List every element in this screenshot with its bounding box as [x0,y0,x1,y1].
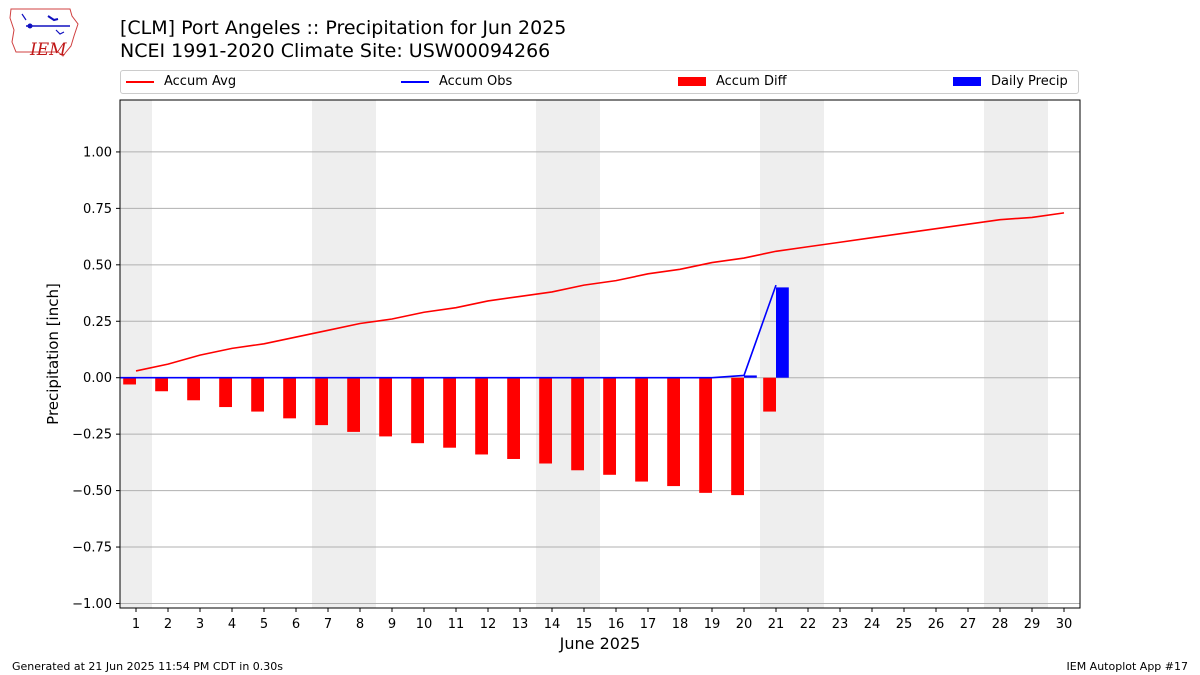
x-tick-label: 29 [1024,617,1041,632]
x-tick-label: 7 [324,617,332,632]
bar-accum-diff [667,377,680,487]
x-tick-label: 12 [480,617,497,632]
x-tick-label: 28 [992,617,1009,632]
bar-accum-diff [219,377,232,408]
bar-accum-diff [315,377,328,426]
x-tick-label: 21 [768,617,785,632]
line-accum-obs [120,284,777,379]
x-tick-label: 11 [448,617,465,632]
legend-item-accum-obs: Accum Obs [401,74,512,89]
bar-daily-precip [776,287,789,378]
bar-accum-diff [251,377,264,412]
legend-label-accum-diff: Accum Diff [716,74,787,89]
y-tick-label: −0.25 [72,428,112,443]
weekend-shade [120,100,152,608]
y-tick-label: −0.75 [72,541,112,556]
legend-label-daily-precip: Daily Precip [991,74,1068,89]
y-tick-label: 1.00 [83,145,112,160]
x-tick-label: 3 [196,617,204,632]
x-tick-label: 10 [416,617,433,632]
x-tick-label: 14 [544,617,561,632]
x-tick-label: 17 [640,617,657,632]
weekend-shade [312,100,376,608]
x-axis-label: June 2025 [559,634,641,653]
x-tick-label: 22 [800,617,817,632]
logo-text: IEM [30,40,67,60]
bar-accum-diff [379,377,392,437]
bar-daily-precip [744,375,757,378]
x-tick-label: 18 [672,617,689,632]
x-tick-label: 30 [1056,617,1073,632]
bar-accum-diff [763,377,776,412]
y-tick-label: 0.75 [83,202,112,217]
legend-swatch-accum-obs [401,80,429,83]
y-axis-label: Precipitation [inch] [44,283,62,425]
bar-accum-diff [699,377,712,493]
y-tick-label: 0.25 [83,315,112,330]
iowa-map-icon [9,8,79,57]
x-tick-label: 4 [228,617,236,632]
x-tick-label: 8 [356,617,364,632]
bar-accum-diff [443,377,456,448]
bar-accum-diff [155,377,168,392]
weekend-shade [760,100,824,608]
bar-accum-diff [571,377,584,471]
legend-item-accum-avg: Accum Avg [126,74,236,89]
bar-accum-diff [475,377,488,455]
x-tick-label: 20 [736,617,753,632]
line-accum-avg [135,212,1065,372]
bar-accum-diff [123,377,136,385]
legend-swatch-daily-precip [953,77,981,86]
legend-item-accum-diff: Accum Diff [678,74,787,89]
x-tick-label: 25 [896,617,913,632]
bar-accum-diff [539,377,552,464]
x-tick-label: 27 [960,617,977,632]
x-tick-label: 24 [864,617,881,632]
bar-accum-diff [411,377,424,444]
x-tick-label: 9 [388,617,396,632]
bar-accum-diff [635,377,648,482]
chart-title: [CLM] Port Angeles :: Precipitation for … [120,17,567,39]
x-tick-label: 2 [164,617,172,632]
chart-legend: Accum Avg Accum Obs Accum Diff Daily Pre… [120,70,1079,94]
x-tick-label: 1 [132,617,140,632]
bar-accum-diff [187,377,200,401]
legend-item-daily-precip: Daily Precip [953,74,1068,89]
legend-swatch-accum-diff [678,77,706,86]
legend-label-accum-avg: Accum Avg [164,74,237,89]
bar-accum-diff [283,377,296,419]
app-credit: IEM Autoplot App #17 [1066,660,1189,673]
y-tick-label: 0.00 [83,371,112,386]
x-tick-label: 13 [512,617,529,632]
x-tick-label: 26 [928,617,945,632]
x-tick-label: 6 [292,617,300,632]
iem-logo: IEM [8,6,80,60]
bar-accum-diff [603,377,616,475]
generated-timestamp: Generated at 21 Jun 2025 11:54 PM CDT in… [12,660,284,673]
bar-accum-diff [347,377,360,432]
x-tick-label: 5 [260,617,268,632]
bar-accum-diff [731,377,744,496]
weekend-shade [536,100,600,608]
legend-label-accum-obs: Accum Obs [439,74,513,89]
x-tick-label: 16 [608,617,625,632]
plot-frame [119,99,1081,609]
y-tick-label: 0.50 [83,258,112,273]
bar-accum-diff [507,377,520,459]
x-tick-label: 19 [704,617,721,632]
y-tick-label: −0.50 [72,484,112,499]
chart-subtitle: NCEI 1991-2020 Climate Site: USW00094266 [120,40,551,62]
weekend-shade [984,100,1048,608]
legend-swatch-accum-avg [126,80,154,83]
y-tick-label: −1.00 [72,597,112,612]
x-tick-label: 23 [832,617,849,632]
x-tick-label: 15 [576,617,593,632]
